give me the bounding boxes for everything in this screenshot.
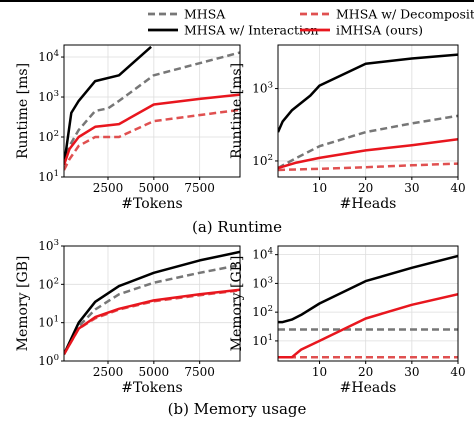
- legend: MHSA MHSA w/ Decomposition MHSA w/ Interac…: [148, 7, 474, 38]
- series-line: [278, 114, 458, 170]
- y-tick-label: 101: [252, 333, 273, 348]
- y-tick-label: 102: [38, 129, 59, 144]
- y-tick-label: 103: [38, 89, 59, 104]
- chart-panel-2: 10 20 30 40 102 103 #Heads Runtime [ms]: [229, 44, 466, 212]
- series-group: [278, 254, 458, 359]
- plot-frame: [277, 245, 459, 362]
- y-tick-label: 104: [38, 49, 59, 64]
- y-axis-label: Memory [GB]: [15, 256, 31, 352]
- x-axis-label: #Tokens: [121, 196, 182, 212]
- x-tick-label: 7500: [184, 365, 215, 379]
- series-line: [278, 162, 458, 172]
- chart-panel-1: 2500 5000 7500 101 102 103 104 #Tokens Runtime […: [15, 44, 241, 212]
- x-tick-label: 40: [450, 365, 465, 379]
- series-group: [64, 45, 240, 171]
- series-line: [64, 250, 240, 355]
- series-line: [64, 108, 240, 171]
- chart-panel-4: 10 20 30 40 101 102 103 104 #Heads Memory [GB]: [229, 245, 466, 396]
- x-tick-label: 5000: [139, 365, 170, 379]
- x-tick-label: 10: [312, 365, 327, 379]
- series-line: [64, 45, 152, 166]
- y-tick-label: 103: [252, 275, 273, 290]
- caption-memory: (b) Memory usage: [167, 400, 307, 418]
- series-group: [278, 53, 458, 172]
- y-tick-label: 102: [252, 153, 273, 168]
- series-line: [278, 254, 458, 324]
- y-tick-label: 101: [38, 315, 59, 330]
- series-line: [278, 53, 458, 133]
- x-axis-label: #Tokens: [121, 380, 182, 396]
- series-line: [64, 288, 240, 355]
- x-axis-label: #Heads: [340, 196, 397, 212]
- x-tick-label: 2500: [93, 181, 124, 195]
- legend-label: iMHSA (ours): [336, 23, 423, 38]
- x-tick-label: 20: [358, 181, 373, 195]
- y-axis-label: Runtime [ms]: [15, 63, 31, 159]
- x-tick-label: 30: [404, 181, 419, 195]
- caption-runtime: (a) Runtime: [192, 218, 282, 236]
- y-tick-label: 102: [252, 304, 273, 319]
- legend-label: MHSA: [184, 7, 226, 22]
- plot-frame: [63, 44, 241, 178]
- y-tick-label: 102: [38, 276, 59, 291]
- series-line: [278, 292, 458, 359]
- y-tick-label: 101: [38, 169, 59, 184]
- series-line: [64, 51, 240, 166]
- x-tick-label: 2500: [93, 365, 124, 379]
- chart-panel-3: 2500 5000 7500 100 101 102 103 #Tokens Memory [G…: [15, 238, 241, 396]
- x-tick-label: 30: [404, 365, 419, 379]
- series-group: [64, 250, 240, 355]
- x-tick-label: 20: [358, 365, 373, 379]
- y-axis-label: Runtime [ms]: [229, 63, 245, 159]
- x-axis-label: #Heads: [340, 380, 397, 396]
- x-tick-label: 5000: [139, 181, 170, 195]
- y-tick-label: 100: [38, 353, 59, 368]
- series-line: [278, 137, 458, 170]
- series-line: [64, 93, 240, 166]
- plot-frame: [63, 245, 241, 362]
- plot-frame: [277, 44, 459, 178]
- y-tick-label: 104: [252, 247, 273, 262]
- series-line: [64, 263, 240, 355]
- x-tick-label: 7500: [184, 181, 215, 195]
- x-tick-label: 40: [450, 181, 465, 195]
- top-rule: [0, 0, 474, 2]
- y-tick-label: 103: [38, 238, 59, 253]
- y-axis-label: Memory [GB]: [229, 256, 245, 352]
- y-tick-label: 103: [252, 81, 273, 96]
- legend-label: MHSA w/ Interaction: [184, 23, 319, 38]
- x-tick-label: 10: [312, 181, 327, 195]
- legend-label: MHSA w/ Decomposition: [336, 7, 474, 22]
